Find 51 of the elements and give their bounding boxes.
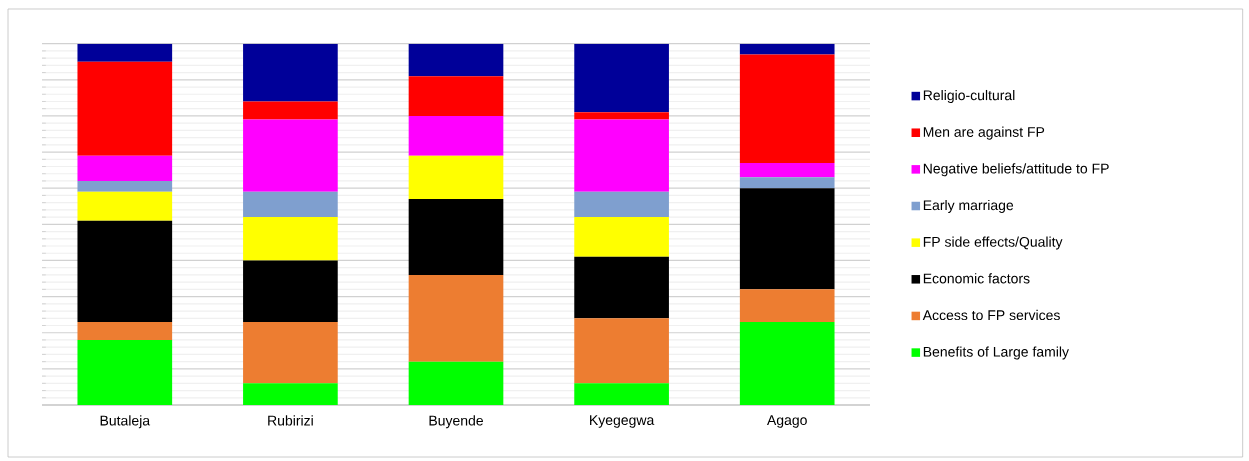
bar	[408, 155, 504, 200]
bar	[243, 260, 338, 322]
bar	[77, 220, 173, 322]
bar	[408, 43, 504, 77]
bar	[574, 43, 669, 113]
x-tick-label: Agago	[766, 415, 807, 428]
x-tick-label: Rubirizi	[268, 415, 313, 426]
bar	[77, 339, 173, 405]
bar	[574, 217, 669, 257]
bar	[408, 115, 504, 156]
bar	[408, 361, 504, 405]
x-tick-label: Butaleja	[100, 415, 151, 429]
x-tick-label: Buyende	[429, 415, 483, 429]
bar	[243, 43, 338, 102]
bar	[243, 321, 338, 384]
bar	[243, 191, 338, 218]
bar	[243, 383, 338, 405]
legend-label: Benefits of Large family	[923, 346, 1069, 360]
bar	[243, 101, 338, 120]
bar	[574, 119, 669, 192]
bar	[574, 383, 669, 405]
bar	[574, 256, 669, 319]
bar	[243, 119, 338, 192]
legend-label: Economic factors	[923, 273, 1030, 284]
bar	[739, 54, 835, 163]
legend-label: FP side effects/Quality	[923, 236, 1063, 250]
x-tick-label: Kyegegwa	[590, 415, 655, 428]
bar	[739, 162, 835, 178]
bar	[243, 217, 338, 261]
bar	[408, 76, 504, 116]
bar	[739, 321, 835, 405]
bar	[408, 199, 504, 275]
bar	[77, 155, 173, 181]
bar	[408, 274, 504, 362]
bar	[739, 177, 835, 189]
bar	[739, 188, 835, 290]
bar	[574, 112, 669, 120]
legend-label: Negative beliefs/attitude to FP	[923, 163, 1109, 177]
legend-label: Religio-cultural	[923, 89, 1015, 104]
bar	[77, 180, 173, 192]
bar	[739, 289, 835, 322]
legend-label: Men are against FP	[923, 126, 1045, 140]
bar	[574, 191, 669, 218]
bar	[77, 61, 173, 156]
bar	[77, 191, 173, 221]
bar	[77, 321, 173, 340]
bar	[77, 43, 173, 62]
bar	[739, 43, 835, 55]
legend-label: Early marriage	[923, 199, 1014, 213]
legend-label: Access to FP services	[922, 309, 1060, 321]
bar	[574, 318, 669, 384]
